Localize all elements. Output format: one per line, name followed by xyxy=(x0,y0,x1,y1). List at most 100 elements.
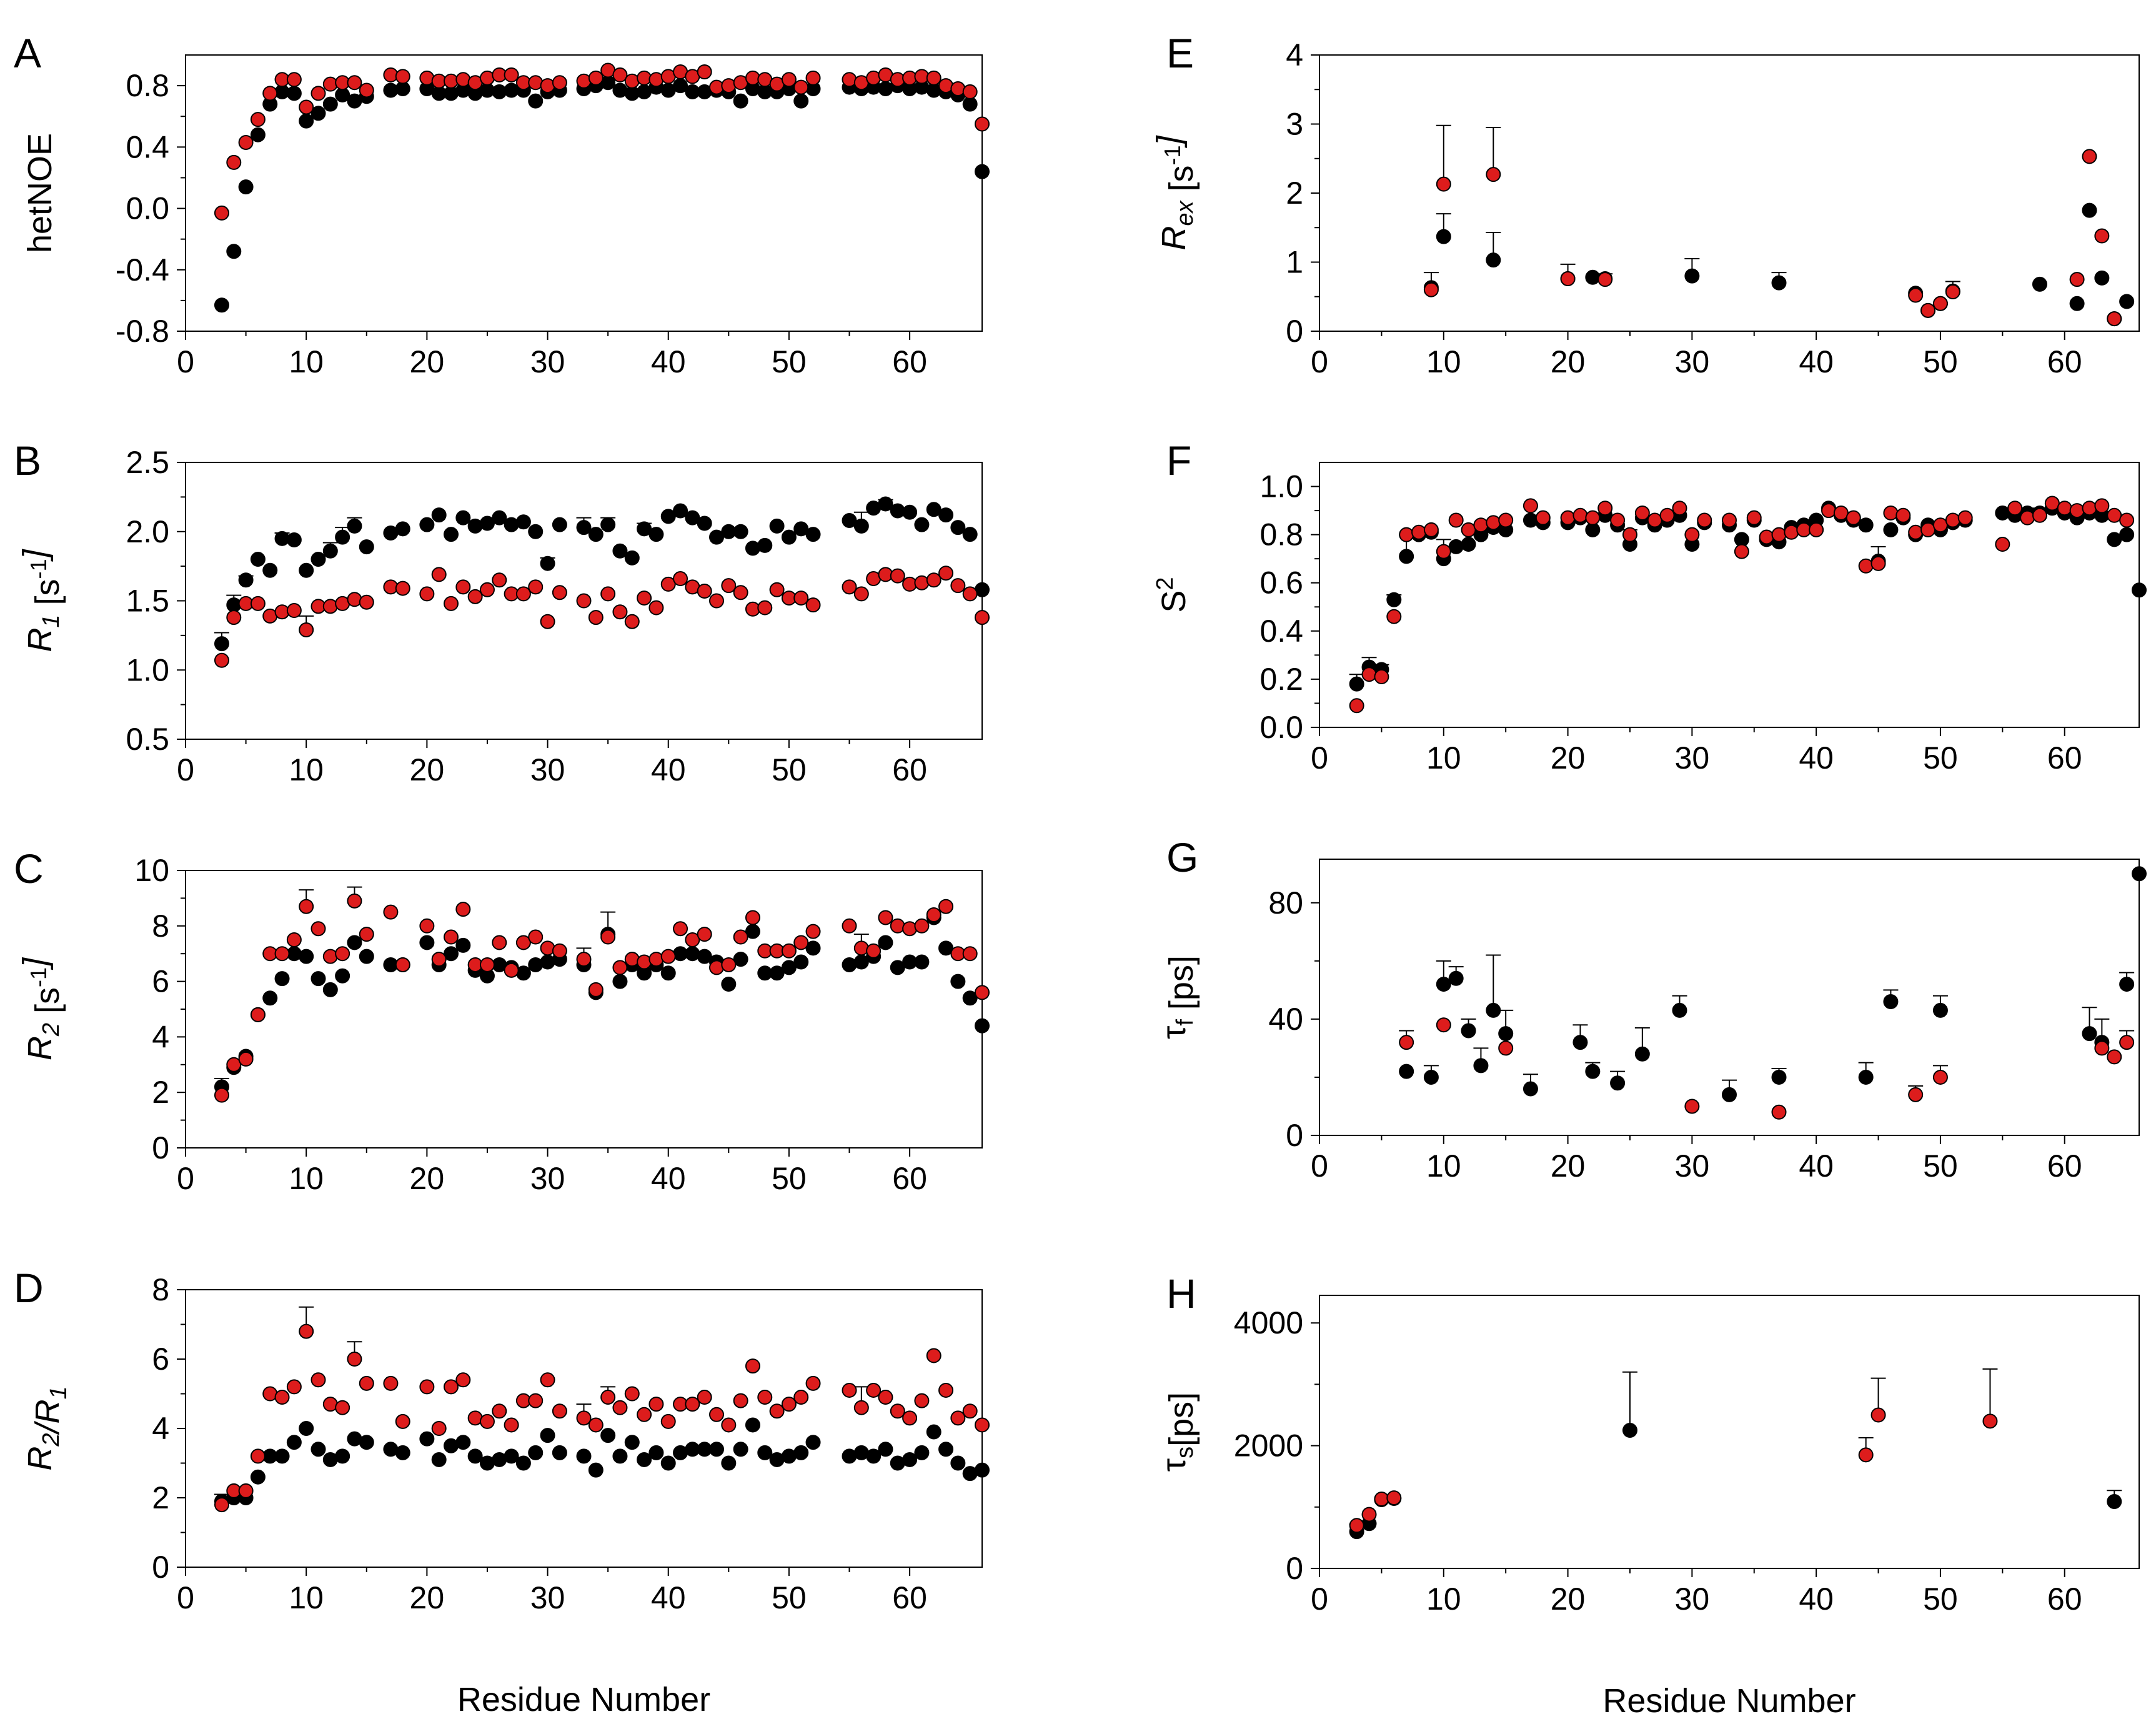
data-point xyxy=(528,1445,544,1460)
data-point xyxy=(335,529,350,545)
x-tick-label: 60 xyxy=(892,752,927,787)
panel-a: A 0 10 20 30 40 50 60 -0.8 -0.4 0.0 0.4 0.8 hetNOE xyxy=(14,30,990,379)
data-point xyxy=(2107,1049,2122,1065)
data-point xyxy=(2082,202,2097,218)
data-point xyxy=(878,910,893,925)
x-tick-label: 40 xyxy=(651,1580,686,1615)
data-point xyxy=(2069,272,2085,287)
data-point xyxy=(805,597,821,613)
series-red xyxy=(214,893,990,1103)
data-point xyxy=(914,918,930,934)
data-point xyxy=(1995,537,2010,552)
data-point xyxy=(769,582,785,597)
data-point xyxy=(2069,296,2085,311)
data-point xyxy=(600,929,616,945)
data-point xyxy=(1386,609,1402,624)
data-point xyxy=(588,1462,604,1478)
x-tick-label: 30 xyxy=(1675,740,1710,775)
data-point xyxy=(214,1087,229,1103)
data-point xyxy=(781,943,797,959)
panel-g: G 0 10 20 30 40 50 60 0 40 80 τf [ps] xyxy=(1155,834,2147,1183)
data-point xyxy=(431,567,447,582)
data-point xyxy=(310,1442,326,1457)
x-tick-label: 20 xyxy=(410,1580,445,1615)
data-point xyxy=(914,517,930,532)
data-point xyxy=(1535,510,1551,526)
data-point xyxy=(890,918,905,934)
data-point xyxy=(1523,1081,1538,1097)
x-tick-label: 20 xyxy=(410,344,445,379)
data-point xyxy=(467,518,483,534)
data-point xyxy=(962,586,978,602)
data-point xyxy=(588,70,604,86)
y-tick-label: 0.4 xyxy=(1259,614,1303,649)
data-point xyxy=(793,79,809,95)
data-point xyxy=(709,1407,724,1422)
x-tick-label: 50 xyxy=(772,344,807,379)
data-point xyxy=(721,957,737,972)
data-point xyxy=(648,1397,664,1412)
data-point xyxy=(1423,282,1439,297)
y-axis-label: R1 [s-1] xyxy=(16,548,66,652)
series-black xyxy=(214,75,990,313)
x-tick-label: 30 xyxy=(530,1580,565,1615)
data-point xyxy=(793,954,809,970)
data-point xyxy=(1858,558,1874,574)
data-point xyxy=(1995,505,2010,521)
data-point xyxy=(359,1435,374,1450)
data-point xyxy=(637,521,652,537)
data-point xyxy=(262,990,278,1006)
data-point xyxy=(504,1417,519,1433)
data-point xyxy=(347,1352,362,1367)
data-point xyxy=(262,562,278,578)
x-tick-label: 40 xyxy=(1799,1149,1834,1183)
data-point xyxy=(697,583,712,599)
data-point xyxy=(902,1452,918,1467)
data-point xyxy=(878,1390,893,1405)
data-point xyxy=(962,84,978,99)
data-point xyxy=(697,949,712,964)
x-tick-label: 60 xyxy=(892,1161,927,1196)
data-point xyxy=(2032,507,2047,523)
data-point xyxy=(335,1400,350,1415)
data-point xyxy=(1597,272,1613,287)
data-point xyxy=(322,982,338,997)
data-point xyxy=(648,600,664,615)
data-point xyxy=(926,1348,941,1363)
data-point xyxy=(1771,275,1787,291)
data-point xyxy=(757,1445,773,1460)
x-tick-label: 10 xyxy=(289,752,324,787)
data-point xyxy=(540,1372,555,1388)
panel-letter: A xyxy=(14,30,41,76)
data-point xyxy=(431,952,447,967)
data-point xyxy=(709,529,724,545)
panel-letter: B xyxy=(14,437,41,484)
data-point xyxy=(1722,1087,1737,1102)
data-point xyxy=(540,954,555,970)
data-point xyxy=(299,622,314,638)
data-point xyxy=(1870,556,1886,571)
data-point xyxy=(1610,512,1626,528)
x-tick-label: 0 xyxy=(1311,344,1328,379)
data-point xyxy=(444,929,459,945)
x-tick-label: 50 xyxy=(772,1161,807,1196)
data-point xyxy=(2107,532,2122,547)
data-point xyxy=(697,927,712,942)
series-black xyxy=(214,496,990,652)
data-point xyxy=(2107,311,2122,327)
data-point xyxy=(1436,229,1451,244)
x-tick-label: 40 xyxy=(1799,344,1834,379)
data-point xyxy=(238,179,254,195)
y-axis-label: R2 [s-1] xyxy=(16,957,66,1060)
data-point xyxy=(962,946,978,962)
data-point xyxy=(238,134,254,150)
x-tick-label: 20 xyxy=(410,1161,445,1196)
data-point xyxy=(1784,524,1799,540)
data-point xyxy=(347,935,362,950)
data-point xyxy=(902,921,918,937)
data-point xyxy=(1982,1413,1998,1429)
data-point xyxy=(214,1497,229,1513)
data-point xyxy=(1771,527,1787,542)
data-point xyxy=(322,949,338,964)
data-point xyxy=(721,1417,737,1433)
